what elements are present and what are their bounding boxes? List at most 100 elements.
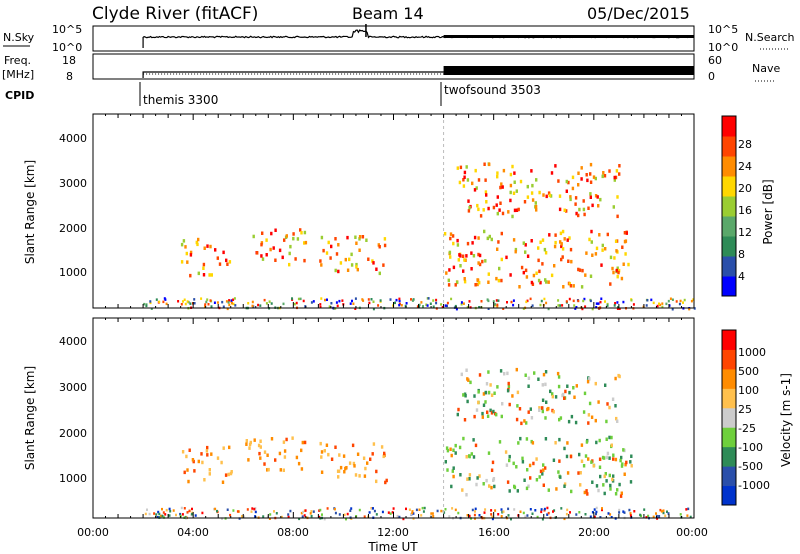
range-cell [482, 482, 485, 486]
ground-cell [647, 514, 650, 518]
range-cell [493, 391, 496, 395]
range-cell [594, 252, 598, 256]
freq-label-1: Freq. [4, 54, 31, 67]
ground-cell [370, 298, 373, 301]
range-cell [608, 435, 611, 440]
range-cell [614, 175, 618, 180]
range-cell [465, 493, 468, 497]
range-cell [487, 390, 491, 395]
range-cell [202, 262, 206, 267]
ground-cell [354, 297, 357, 300]
range-cell [498, 440, 502, 444]
range-cell [451, 469, 454, 473]
range-cell [477, 390, 480, 394]
ground-cell [232, 509, 235, 512]
range-cell [278, 248, 282, 253]
ground-cell [436, 509, 439, 513]
range-cell [598, 465, 602, 469]
power-cbar-tick-20: 20 [738, 182, 752, 195]
colorbar-swatch [722, 427, 736, 448]
range-cell [522, 270, 525, 275]
range-cell [320, 455, 323, 459]
range-cell [571, 186, 575, 191]
ground-cell [573, 304, 576, 307]
ground-cell [169, 510, 172, 513]
range-cell [466, 178, 470, 182]
ground-cell [293, 302, 296, 306]
range-cell [570, 414, 574, 419]
range-cell [248, 442, 252, 447]
range-cell [614, 376, 617, 381]
range-cell [513, 208, 517, 213]
ground-cell [536, 515, 539, 519]
range-cell [470, 251, 473, 255]
range-cell [501, 402, 504, 406]
range-cell [384, 480, 387, 485]
power-cbar-tick-24: 24 [738, 160, 752, 173]
range-cell [556, 371, 560, 376]
range-cell [571, 175, 575, 180]
ground-cell [227, 301, 230, 304]
range-cell [266, 453, 269, 457]
range-cell [554, 441, 557, 445]
range-cell [609, 487, 612, 491]
ground-cell [656, 304, 659, 308]
range-cell [554, 164, 557, 168]
ground-cell [149, 301, 152, 305]
range-cell [188, 448, 191, 452]
ground-cell [500, 508, 503, 511]
range-cell [548, 233, 551, 237]
ground-cell [302, 510, 305, 514]
ground-cell [155, 513, 158, 516]
range-cell [258, 451, 261, 456]
range-cell [605, 455, 609, 460]
range-cell [461, 488, 464, 492]
range-cell [478, 262, 482, 267]
range-cell [524, 268, 528, 273]
range-cell [320, 235, 324, 240]
ground-cell [251, 507, 254, 510]
range-cell [589, 162, 593, 167]
ground-cell [150, 307, 153, 310]
ground-cell [501, 511, 504, 514]
range-cell [630, 454, 633, 458]
range-cell [577, 267, 580, 272]
ground-cell [565, 300, 568, 303]
range-cell [625, 231, 628, 235]
ground-cell [338, 299, 341, 303]
range-cell [563, 208, 566, 212]
ground-cell [324, 298, 326, 302]
ground-cell [471, 508, 474, 512]
freq-trace [142, 66, 694, 78]
range-cell [589, 195, 592, 199]
ground-cell [354, 307, 357, 310]
range-cell [495, 412, 498, 417]
ground-cell [168, 507, 171, 511]
range-cell [481, 411, 484, 416]
range-cell [292, 232, 295, 236]
nsearch-tick-top: 10^5 [708, 23, 738, 36]
range-cell [346, 235, 349, 240]
range-cell [230, 470, 233, 474]
ground-cell [494, 303, 497, 306]
range-cell [476, 282, 479, 287]
range-cell [320, 470, 324, 474]
range-cell [228, 445, 231, 450]
range-cell [486, 410, 489, 414]
range-cell [478, 373, 482, 377]
ground-cell [175, 513, 177, 517]
range-cell [260, 254, 263, 258]
range-cell [288, 251, 291, 256]
range-cell [463, 277, 466, 281]
range-cell [466, 477, 469, 481]
ground-cell [429, 302, 432, 305]
range-cell [577, 213, 580, 218]
ground-cell [655, 512, 657, 515]
range-cell [552, 458, 556, 462]
range-cell [472, 254, 476, 258]
ground-cell [168, 514, 171, 517]
range-cell [569, 454, 573, 459]
ground-cell [591, 307, 594, 311]
range-cell [474, 283, 477, 287]
